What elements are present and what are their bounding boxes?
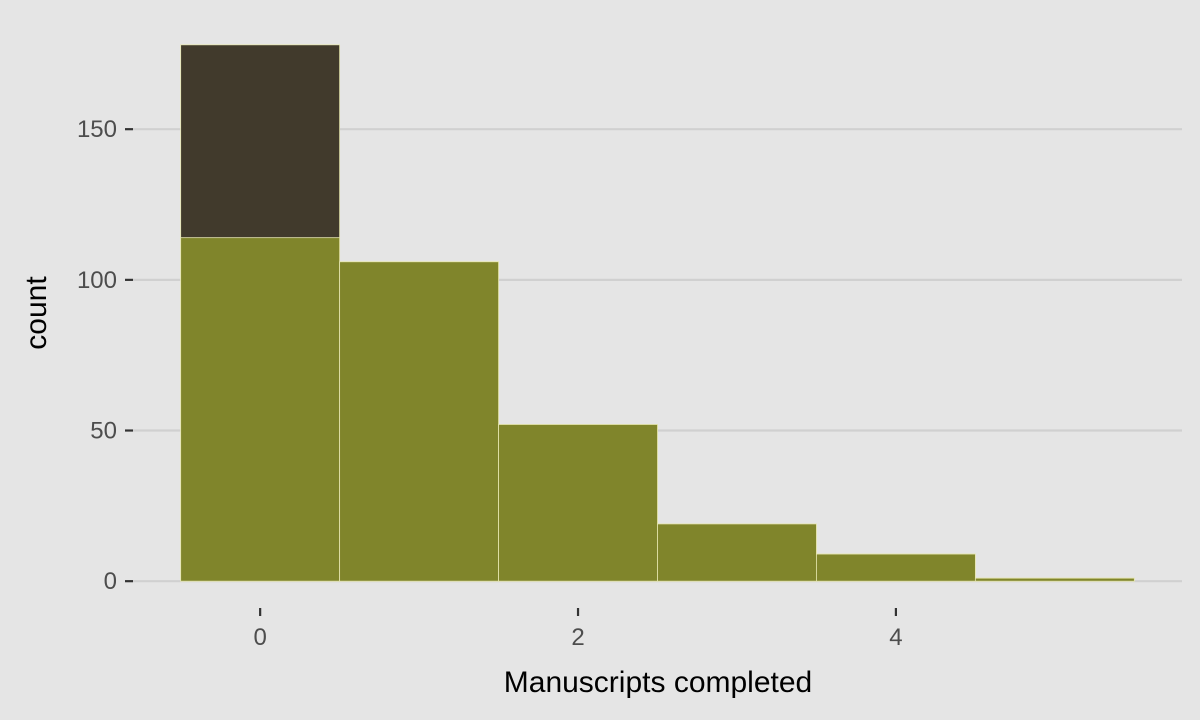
- histogram-bar-series-1: [339, 261, 499, 582]
- histogram-bar-series-1: [498, 424, 658, 582]
- bars: [180, 44, 1135, 582]
- y-axis-title: count: [20, 276, 53, 350]
- y-tick-label: 0: [104, 568, 117, 595]
- histogram-bar-series-1: [974, 577, 1135, 582]
- x-tick-label: 0: [253, 624, 266, 651]
- y-tick-label: 150: [77, 116, 117, 143]
- x-tick-label: 4: [889, 624, 902, 651]
- histogram-bar-series-1: [657, 523, 817, 582]
- x-tick-label: 2: [571, 624, 584, 651]
- histogram-bar-series-1: [180, 237, 341, 582]
- histogram-bar-series-1: [816, 553, 976, 582]
- y-tick-label: 50: [90, 418, 117, 445]
- axes: 0 50 100 150 0 2 4: [77, 116, 903, 651]
- y-tick-label: 100: [77, 267, 117, 294]
- x-axis-title: Manuscripts completed: [504, 666, 812, 699]
